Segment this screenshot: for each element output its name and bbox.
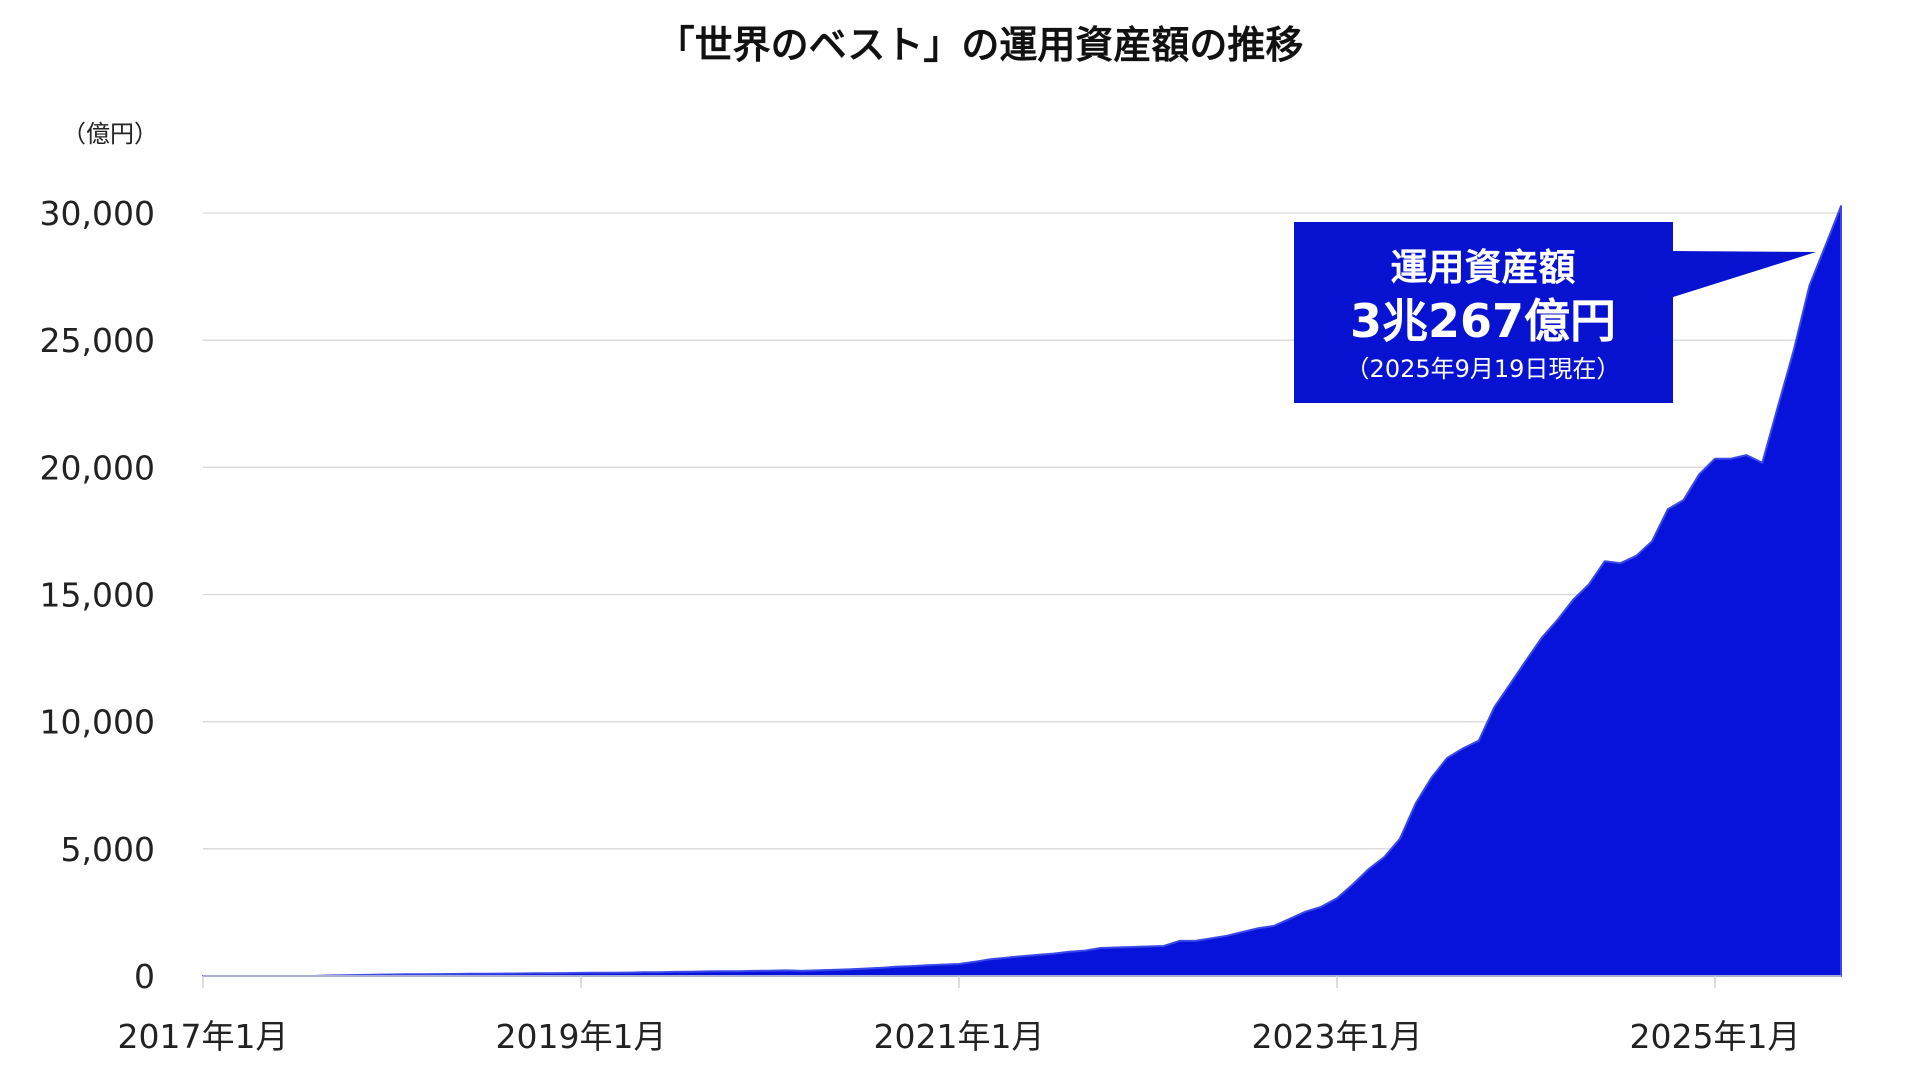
callout-label: 運用資産額 xyxy=(1391,246,1576,289)
callout: 運用資産額 3兆267億円 （2025年9月19日現在） xyxy=(1294,222,1816,403)
y-tick-label: 15,000 xyxy=(40,576,155,615)
x-tick-label: 2017年1月 xyxy=(118,1017,289,1056)
x-tick-label: 2025年1月 xyxy=(1630,1017,1801,1056)
y-tick-label: 5,000 xyxy=(61,830,155,869)
y-axis: 0 5,000 10,000 15,000 20,000 25,000 30,000 xyxy=(40,194,155,996)
y-tick-label: 20,000 xyxy=(40,448,155,487)
callout-value: 3兆267億円 xyxy=(1350,294,1616,348)
y-tick-label: 10,000 xyxy=(40,703,155,742)
callout-box xyxy=(1294,222,1673,403)
x-tick-label: 2019年1月 xyxy=(496,1017,667,1056)
x-axis: 2017年1月 2019年1月 2021年1月 2023年1月 2025年1月 xyxy=(118,976,1801,1056)
y-axis-unit-label: （億円） xyxy=(62,120,158,148)
y-tick-label: 30,000 xyxy=(40,194,155,233)
y-tick-label: 0 xyxy=(134,957,155,996)
aum-area xyxy=(202,205,1842,977)
x-tick-label: 2021年1月 xyxy=(874,1017,1045,1056)
callout-date: （2025年9月19日現在） xyxy=(1346,355,1621,383)
callout-pointer xyxy=(1670,251,1816,298)
chart-title: 「世界のベスト」の運用資産額の推移 xyxy=(657,23,1304,67)
y-tick-label: 25,000 xyxy=(40,321,155,360)
x-tick-label: 2023年1月 xyxy=(1252,1017,1423,1056)
